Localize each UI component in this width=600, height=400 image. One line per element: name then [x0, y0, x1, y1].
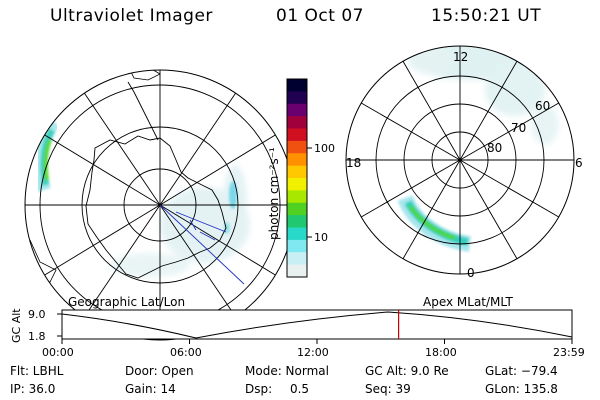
satellite-track: [159, 204, 245, 285]
colorbar-segment: [287, 239, 307, 253]
auroral-emission-spots: [224, 181, 237, 234]
colorbar-segment: [287, 264, 307, 278]
colorbar-frame: [286, 78, 308, 278]
status-seq: Seq: 39: [365, 382, 411, 396]
altitude-ylabel: GC Alt: [10, 308, 23, 343]
y-tick-label-1-8: 1.8: [28, 330, 46, 343]
right-panel-label: Apex MLat/MLT: [423, 295, 513, 309]
antarctic-peninsula: [127, 81, 159, 141]
altitude-plot-frame: [61, 309, 573, 340]
altitude-curve: [61, 311, 573, 339]
colorbar-segment: [287, 128, 307, 142]
status-mode: Mode: Normal: [245, 364, 329, 378]
auroral-arc-left: [33, 117, 60, 193]
colorbar-segment: [287, 140, 307, 154]
time-tick-label-0: 00:00: [42, 346, 74, 359]
left-panel-label: Geographic Lat/Lon: [68, 295, 185, 309]
colorbar-segment: [287, 215, 307, 229]
colorbar-unit-label: photon cm⁻²s⁻¹: [267, 147, 281, 240]
colorbar: [287, 79, 307, 278]
colorbar-segment: [287, 165, 307, 179]
mlt-label-6: 6: [575, 156, 583, 170]
colorbar-segment: [287, 227, 307, 241]
coastline-nw: [59, 70, 93, 93]
observation-time: 15:50:21 UT: [431, 6, 542, 26]
status-dsp: Dsp: 0.5: [245, 382, 309, 396]
mlat-label-80: 80: [487, 141, 502, 155]
observation-date: 01 Oct 07: [276, 6, 364, 26]
time-ticks: [61, 339, 573, 344]
colorbar-segment: [287, 153, 307, 167]
auroral-oval-arc: [397, 194, 472, 252]
status-dsp-key: Dsp:: [245, 382, 273, 396]
colorbar-tick-label-100: 100: [314, 142, 335, 155]
status-door: Door: Open: [125, 364, 194, 378]
time-tick-label-2: 12:00: [297, 346, 329, 359]
time-tick-label-4: 23:59: [553, 346, 585, 359]
antarctica-coastline: [85, 135, 227, 279]
status-ip: IP: 36.0: [10, 382, 56, 396]
colorbar-segment: [287, 116, 307, 130]
colorbar-segment: [287, 252, 307, 266]
colorbar-segment: [287, 79, 307, 92]
mlt-meridians: [346, 46, 574, 274]
time-tick-label-3: 18:00: [425, 346, 457, 359]
time-tick-label-1: 06:00: [170, 346, 202, 359]
colorbar-tick-label-10: 10: [314, 231, 328, 244]
mlat-label-70: 70: [511, 121, 526, 135]
status-dsp-value: 0.5: [289, 382, 310, 396]
colorbar-segment: [287, 103, 307, 117]
altitude-plot: 9.0 1.8 GC Alt 00:00 06:00 12:00 18:00 2…: [10, 308, 585, 359]
colorbar-segment: [287, 202, 307, 216]
status-filter: Flt: LBHL: [10, 364, 64, 378]
instrument-title: Ultraviolet Imager: [50, 6, 213, 26]
colorbar-segment: [287, 190, 307, 204]
colorbar-segment: [287, 178, 307, 191]
mlt-label-0: 0: [467, 266, 475, 280]
south-america-coast: [129, 70, 161, 81]
status-glon: GLon: 135.8: [485, 382, 558, 396]
geographic-map: [24, 69, 296, 341]
mlt-label-18: 18: [346, 156, 361, 170]
y-tick-label-9: 9.0: [28, 308, 46, 321]
status-gc-alt: GC Alt: 9.0 Re: [365, 364, 449, 378]
magnetic-map: [345, 45, 575, 275]
status-glat: GLat: −79.4: [485, 364, 558, 378]
mlt-label-12: 12: [453, 50, 468, 64]
mlat-label-60: 60: [535, 99, 550, 113]
colorbar-segment: [287, 91, 307, 105]
status-gain: Gain: 14: [125, 382, 176, 396]
